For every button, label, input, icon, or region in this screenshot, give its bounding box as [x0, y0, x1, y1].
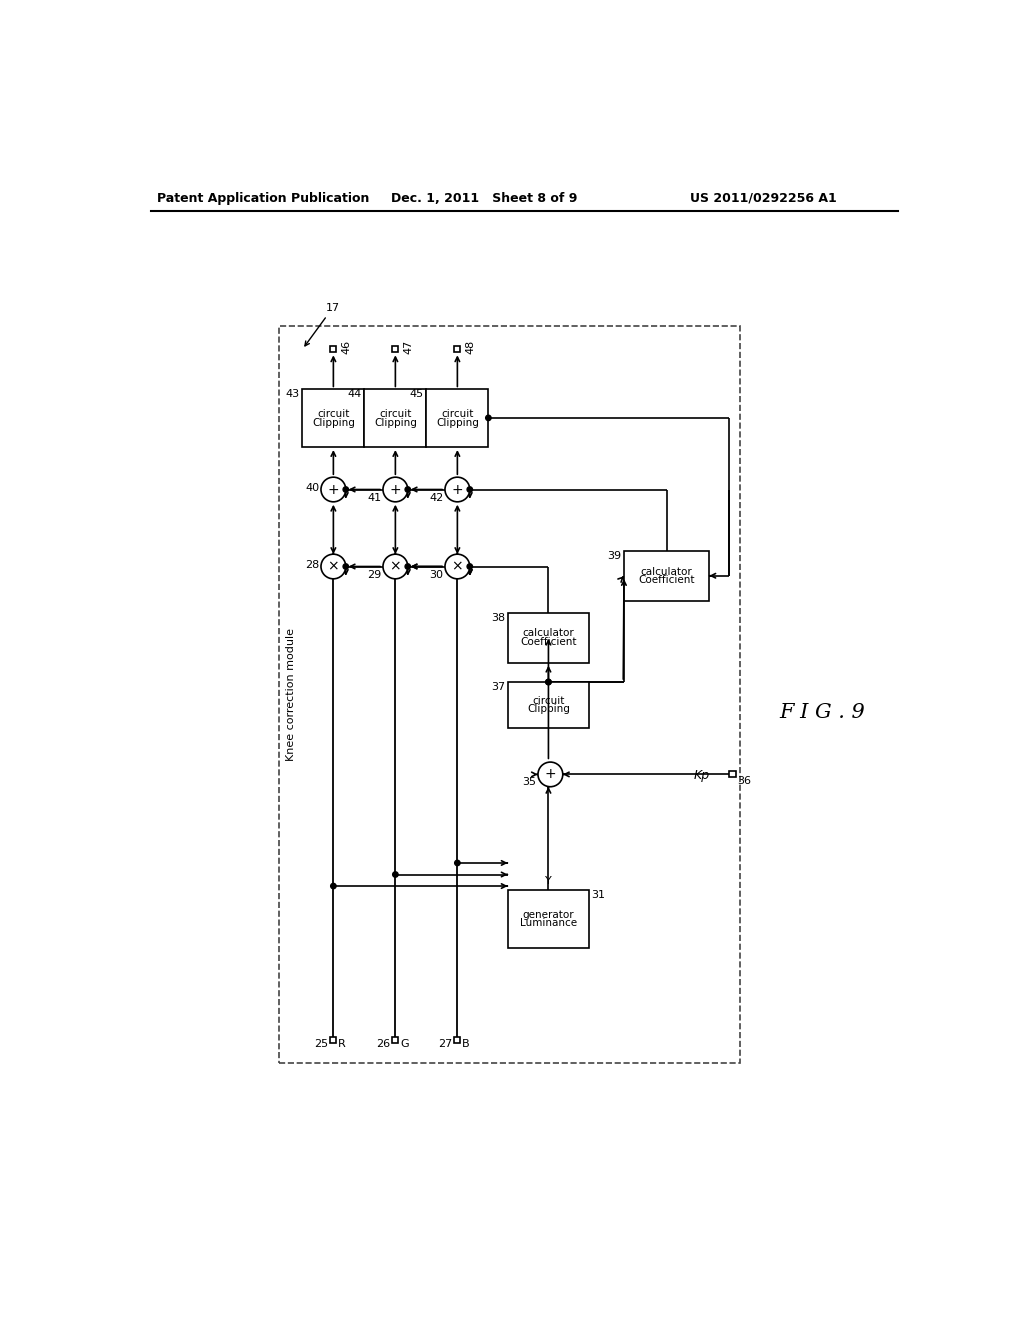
Bar: [365, 389, 426, 447]
Text: Patent Application Publication: Patent Application Publication: [158, 191, 370, 205]
Circle shape: [467, 564, 472, 569]
Circle shape: [546, 680, 551, 685]
Text: 48: 48: [465, 341, 475, 354]
Bar: [508, 612, 589, 663]
Text: 30: 30: [429, 570, 443, 581]
Text: generator: generator: [522, 909, 574, 920]
Circle shape: [455, 861, 460, 866]
Text: ×: ×: [452, 560, 463, 573]
Circle shape: [406, 564, 411, 569]
Text: 25: 25: [314, 1039, 329, 1049]
Circle shape: [321, 477, 346, 502]
Text: ×: ×: [389, 560, 401, 573]
Bar: [455, 346, 461, 352]
Text: 46: 46: [341, 341, 351, 354]
Text: +: +: [545, 767, 556, 781]
Text: circuit: circuit: [379, 409, 412, 418]
Text: Knee correction module: Knee correction module: [286, 628, 296, 760]
Bar: [331, 1038, 337, 1043]
Circle shape: [406, 487, 411, 492]
Circle shape: [485, 416, 492, 421]
Circle shape: [546, 680, 551, 685]
Text: F I G . 9: F I G . 9: [779, 704, 864, 722]
Circle shape: [343, 564, 348, 569]
Text: +: +: [328, 483, 339, 496]
Bar: [624, 552, 710, 601]
Circle shape: [331, 883, 336, 888]
Text: US 2011/0292256 A1: US 2011/0292256 A1: [690, 191, 837, 205]
Text: circuit: circuit: [532, 696, 564, 706]
Bar: [392, 346, 398, 352]
Text: +: +: [389, 483, 401, 496]
Bar: [729, 771, 735, 777]
Text: B: B: [462, 1039, 470, 1048]
Bar: [302, 389, 365, 447]
Text: 40: 40: [305, 483, 319, 492]
Text: R: R: [338, 1039, 346, 1048]
Text: +: +: [452, 483, 463, 496]
Text: ×: ×: [328, 560, 339, 573]
Text: 27: 27: [438, 1039, 453, 1049]
Text: 35: 35: [522, 776, 537, 787]
Circle shape: [445, 554, 470, 578]
Text: Clipping: Clipping: [312, 417, 354, 428]
Circle shape: [321, 554, 346, 578]
Text: circuit: circuit: [317, 409, 349, 418]
Text: Clipping: Clipping: [436, 417, 479, 428]
Text: Luminance: Luminance: [520, 917, 577, 928]
Bar: [508, 890, 589, 948]
Text: 26: 26: [377, 1039, 391, 1049]
Text: 44: 44: [348, 389, 362, 400]
Text: 37: 37: [492, 682, 506, 692]
Text: Y: Y: [545, 876, 552, 886]
Text: 42: 42: [429, 494, 443, 503]
Text: Clipping: Clipping: [374, 417, 417, 428]
Text: circuit: circuit: [441, 409, 473, 418]
Bar: [508, 682, 589, 729]
Text: 43: 43: [286, 389, 300, 400]
Text: 47: 47: [403, 341, 413, 354]
Circle shape: [383, 477, 408, 502]
Text: Kp: Kp: [693, 770, 710, 781]
Text: calculator: calculator: [522, 628, 574, 639]
Bar: [392, 1038, 398, 1043]
Text: 39: 39: [607, 552, 622, 561]
Bar: [331, 346, 337, 352]
Text: Clipping: Clipping: [527, 705, 570, 714]
Text: G: G: [400, 1039, 409, 1048]
Circle shape: [445, 477, 470, 502]
Text: 45: 45: [410, 389, 424, 400]
Text: 31: 31: [592, 890, 605, 900]
Circle shape: [383, 554, 408, 578]
Text: 29: 29: [368, 570, 381, 581]
Text: 38: 38: [492, 612, 506, 623]
Text: Dec. 1, 2011   Sheet 8 of 9: Dec. 1, 2011 Sheet 8 of 9: [391, 191, 578, 205]
Bar: [280, 326, 740, 1063]
Text: 41: 41: [368, 494, 381, 503]
Text: Coefficient: Coefficient: [638, 576, 695, 585]
Circle shape: [343, 487, 348, 492]
Text: 36: 36: [737, 776, 752, 785]
Circle shape: [392, 871, 398, 878]
Circle shape: [538, 762, 563, 787]
Text: 17: 17: [305, 302, 340, 346]
Text: 28: 28: [305, 560, 319, 570]
Circle shape: [467, 487, 472, 492]
Bar: [426, 389, 488, 447]
Text: Coefficient: Coefficient: [520, 638, 577, 647]
Bar: [455, 1038, 461, 1043]
Text: calculator: calculator: [641, 566, 692, 577]
